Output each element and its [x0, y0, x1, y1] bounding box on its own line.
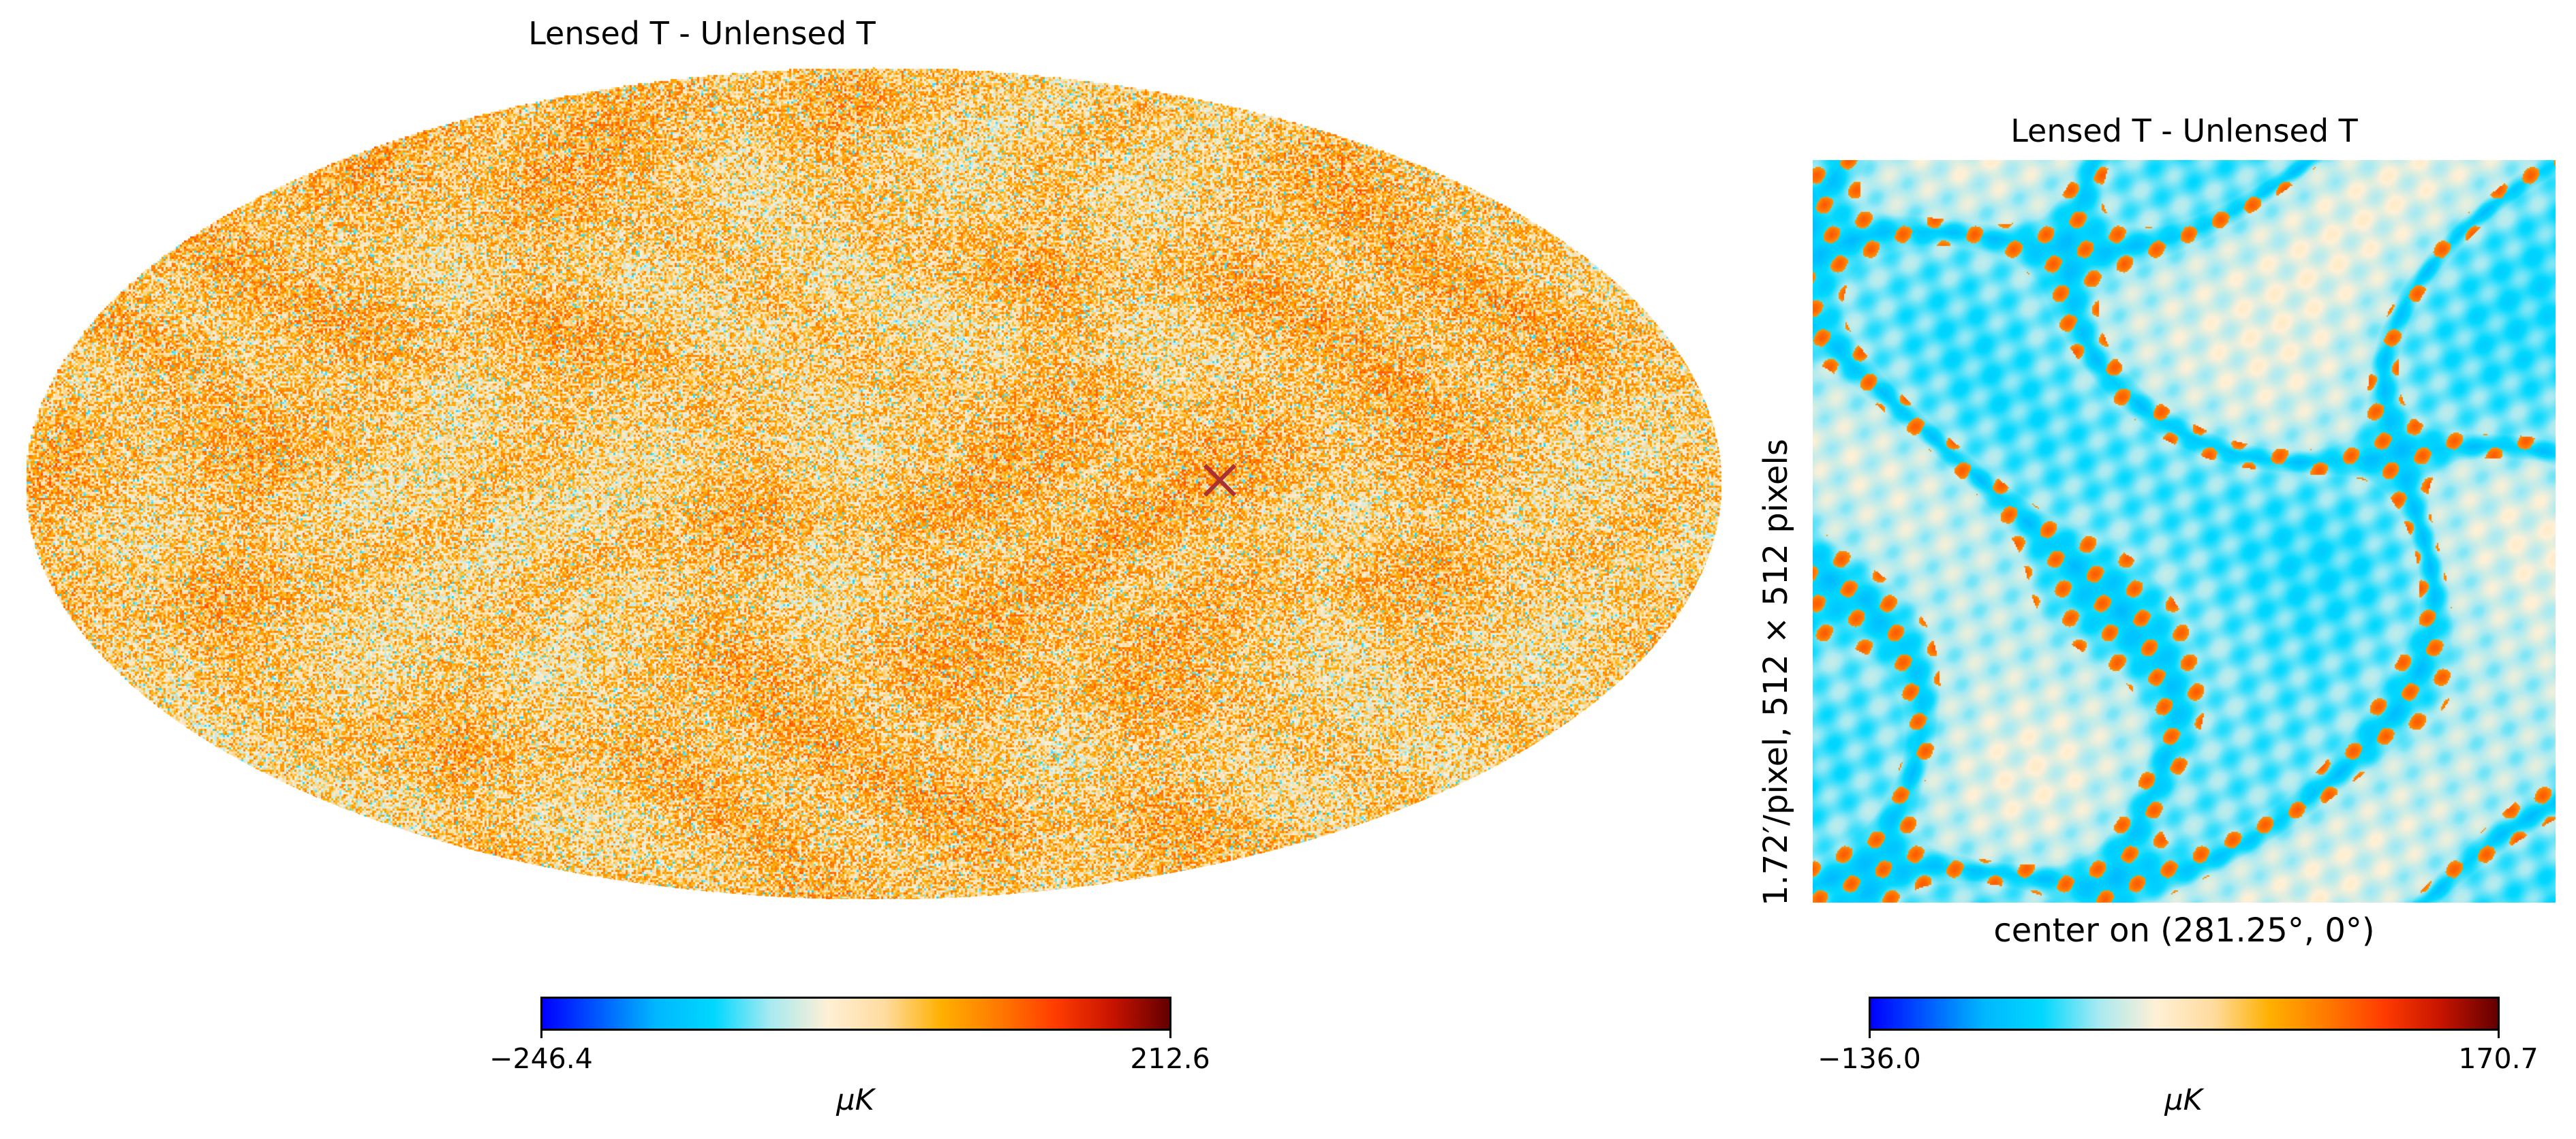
- colorbar-max-label: 212.6: [1130, 1042, 1210, 1075]
- mollweide-map: [25, 67, 1721, 899]
- colorbar-min-tick: [1869, 1030, 1871, 1038]
- gnomonic-map: [1813, 160, 2556, 903]
- colorbar-min-tick: [540, 1030, 542, 1038]
- location-marker: [1199, 460, 1240, 501]
- colorbar-max-tick: [1169, 1030, 1171, 1038]
- gnomonic-colorbar: [1869, 997, 2500, 1031]
- cross-marker-icon: [1203, 463, 1237, 497]
- gnomonic-xlabel: center on (281.25°, 0°): [1993, 911, 2375, 950]
- colorbar-min-label: −246.4: [489, 1042, 593, 1075]
- mollweide-colorbar: [540, 997, 1171, 1031]
- gnomonic-title: Lensed T - Unlensed T: [2010, 112, 2358, 149]
- colorbar-min-label: −136.0: [1818, 1042, 1921, 1075]
- colorbar-unit-label: μK: [2164, 1083, 2203, 1117]
- gnomonic-ylabel: 1.72′/pixel, 512 × 512 pixels: [1757, 439, 1795, 906]
- colorbar-unit-label: μK: [836, 1083, 874, 1117]
- colorbar-max-tick: [2498, 1030, 2500, 1038]
- mollweide-title: Lensed T - Unlensed T: [528, 15, 876, 52]
- colorbar-max-label: 170.7: [2458, 1042, 2539, 1075]
